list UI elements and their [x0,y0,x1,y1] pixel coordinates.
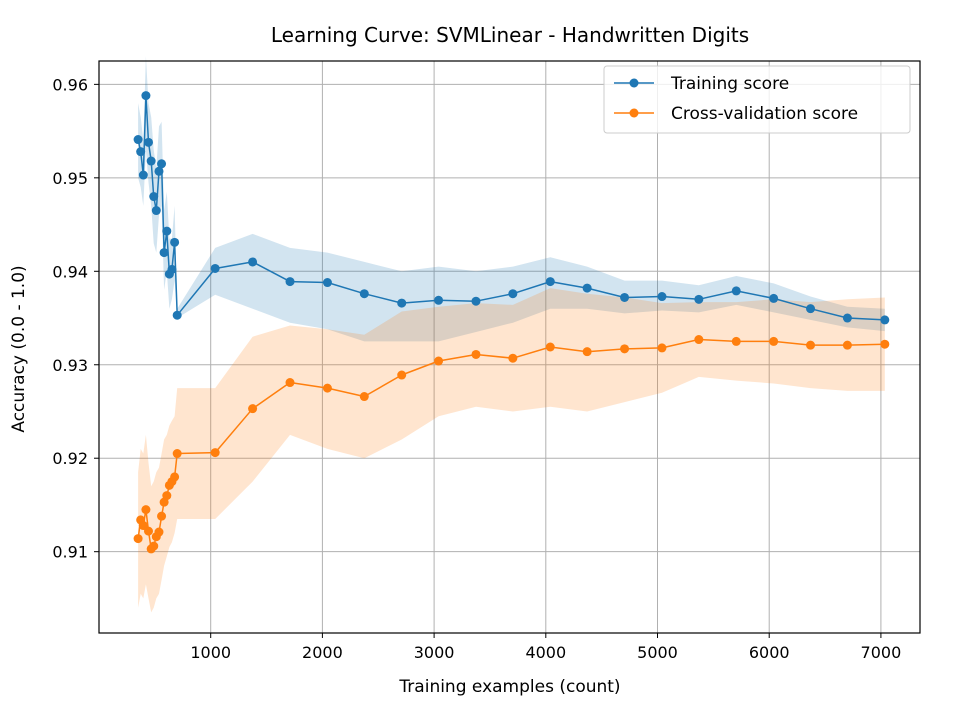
cross-validation-score-point [322,383,332,393]
cross-validation-score-point [248,404,258,414]
cross-validation-score-band [138,288,885,613]
cross-validation-score-point [149,541,159,551]
x-tick-label: 7000 [861,643,902,662]
training-score-point [657,292,667,302]
training-score-point [167,264,177,274]
x-tick-label: 5000 [637,643,678,662]
training-score-point [133,135,143,145]
cross-validation-score-point [141,505,151,515]
cross-validation-score-point [154,527,164,537]
training-score-point [248,257,258,267]
cross-validation-score-point [842,340,852,350]
y-tick-label: 0.92 [52,449,88,468]
training-score-point [154,166,164,176]
cross-validation-score-point [880,339,890,349]
training-score-point [620,292,630,302]
training-score-point [397,298,407,308]
training-score-point [842,313,852,323]
cross-validation-score-point [143,526,153,536]
training-score-point [731,286,741,296]
cross-validation-score-point [508,353,518,363]
confidence-bands [138,56,885,613]
axis-ticks: 1000 2000 3000 4000 5000 6000 7000 0.91 0.92 0.93… [52,75,901,662]
x-tick-label: 3000 [414,643,455,662]
training-score-point [159,248,169,258]
cross-validation-score-point [731,336,741,346]
cross-validation-score-point [471,349,481,359]
chart-title: Learning Curve: SVMLinear - Handwritten … [271,23,749,47]
cross-validation-score-point [769,336,779,346]
x-tick-label: 2000 [302,643,343,662]
x-tick-label: 4000 [525,643,566,662]
training-score-point [141,91,151,101]
training-score-point [136,147,146,157]
cross-validation-score-point [162,491,172,501]
cross-validation-score-point [806,340,816,350]
y-tick-label: 0.95 [52,169,88,188]
legend-label-cross-validation-score: Cross-validation score [671,104,858,124]
legend-box [603,65,911,134]
training-score-point [471,296,481,306]
training-score-point [149,192,159,202]
cross-validation-score-point [210,448,220,458]
cross-validation-score-point [170,472,180,482]
cross-validation-score-point [172,449,182,459]
training-score-point [143,137,153,147]
cross-validation-score-point [545,342,555,352]
training-score-point [322,278,332,288]
training-score-point [162,226,172,236]
y-tick-label: 0.93 [52,356,88,375]
training-score-point [146,156,156,166]
cross-validation-score-point [133,534,143,544]
training-score-point [806,304,816,314]
training-score-point [170,237,180,247]
training-score-point [157,159,167,169]
y-tick-label: 0.96 [52,75,88,94]
legend-marker-cross-validation-score [629,108,639,118]
training-score-point [582,283,592,293]
cross-validation-score-point [434,356,444,366]
training-score-point [210,263,220,273]
training-score-point [880,315,890,325]
series-points [133,91,890,554]
cross-validation-score-point [157,511,167,521]
training-score-point [285,277,295,287]
legend-label-training-score: Training score [670,74,789,94]
cross-validation-score-point [397,370,407,380]
x-tick-label: 1000 [190,643,231,662]
training-score-point [138,170,148,180]
training-score-point [694,294,704,304]
cross-validation-score-point [620,344,630,354]
training-score-point [769,293,779,303]
y-axis-title: Accuracy (0.0 - 1.0) [9,265,29,432]
training-score-band [138,56,885,342]
legend: Training score Cross-validation score [603,65,911,134]
x-tick-label: 6000 [749,643,790,662]
training-score-point [151,206,161,216]
training-score-point [545,277,555,287]
cross-validation-score-point [359,392,369,402]
training-score-point [359,289,369,299]
y-tick-label: 0.91 [52,543,88,562]
cross-validation-score-point [694,335,704,345]
legend-marker-training-score [629,78,639,88]
cross-validation-score-point [582,347,592,357]
x-axis-title: Training examples (count) [398,677,620,697]
training-score-point [434,295,444,305]
cross-validation-score-point [657,343,667,353]
cross-validation-score-point [285,378,295,388]
y-tick-label: 0.94 [52,262,88,281]
plot-frame [98,60,921,634]
training-score-point [508,289,518,299]
training-score-point [172,310,182,320]
